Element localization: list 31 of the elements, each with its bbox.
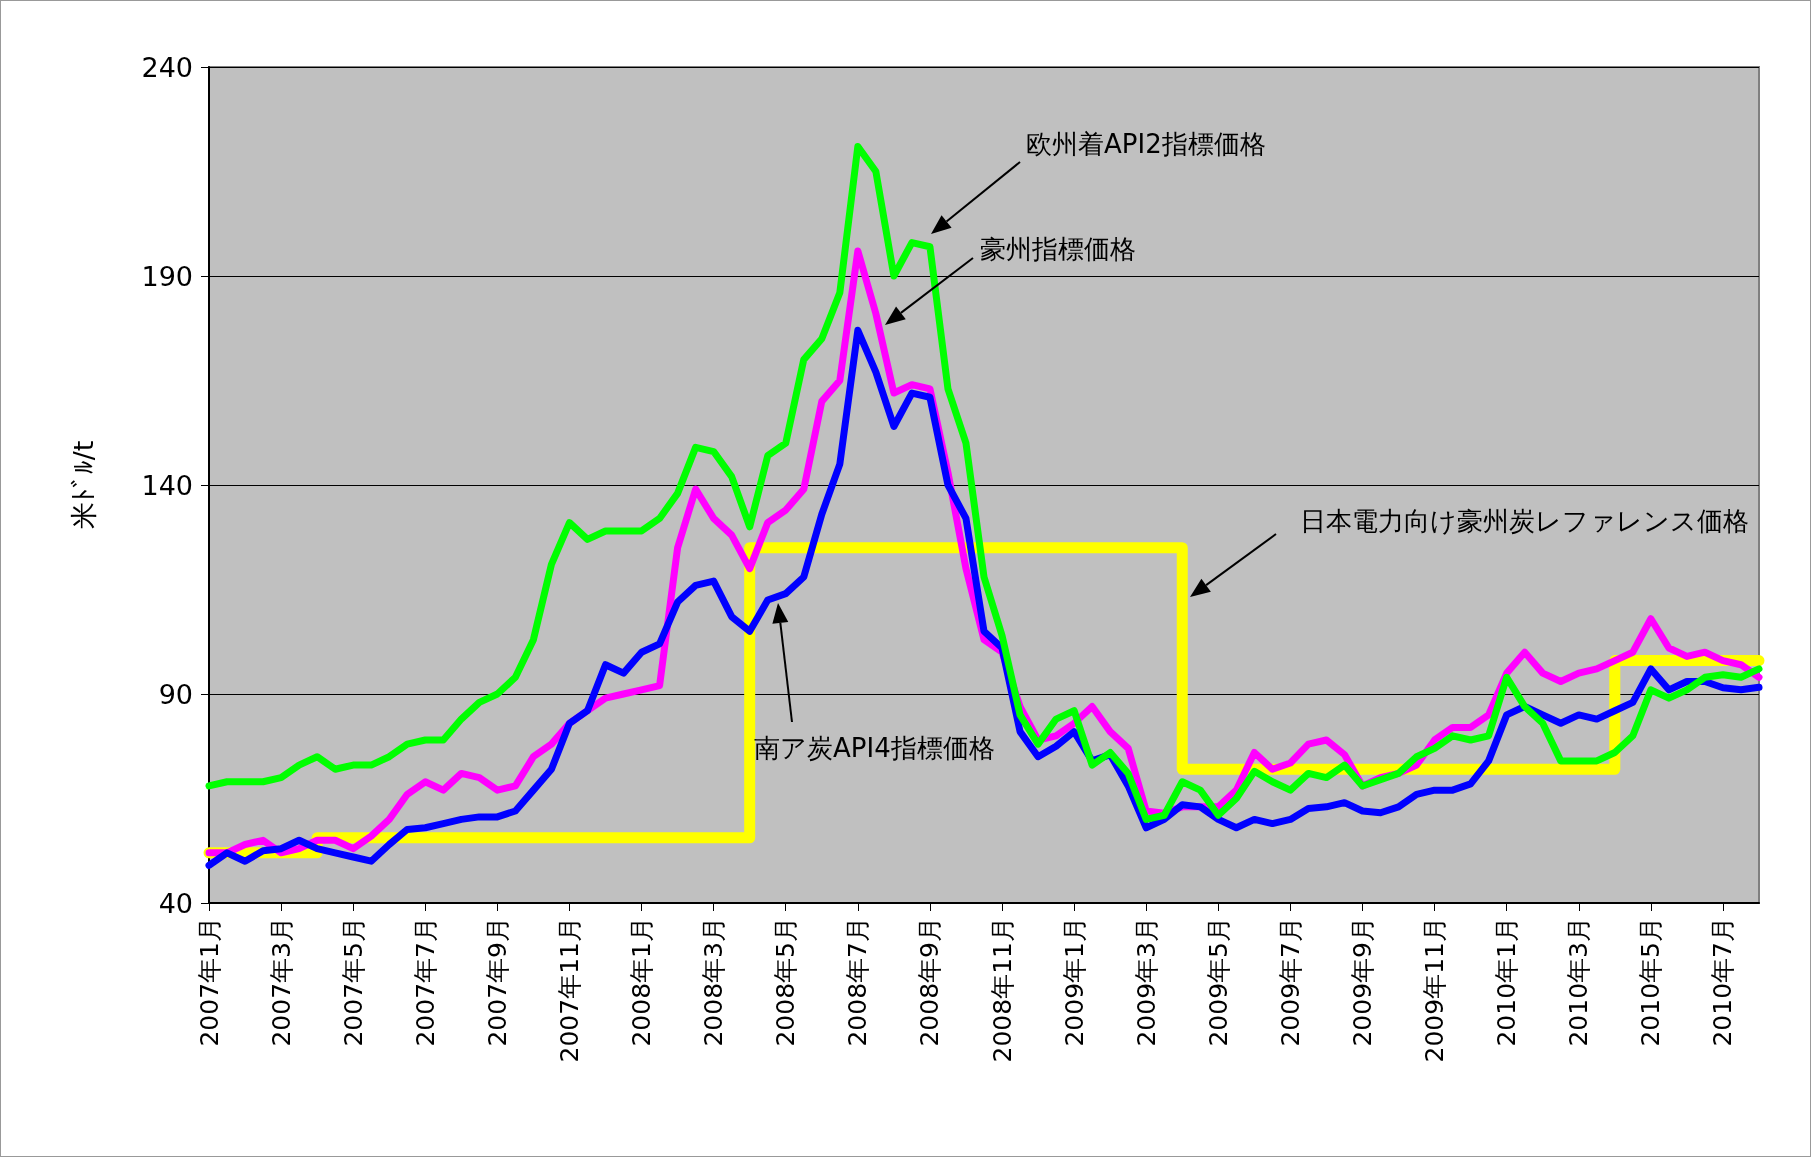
x-tick-label: 2008年3月 — [699, 917, 729, 1047]
y-tick-label: 140 — [141, 469, 193, 501]
x-tick-label: 2010年3月 — [1564, 917, 1594, 1047]
x-tick-label: 2008年7月 — [843, 917, 873, 1047]
x-tick-label: 2010年5月 — [1636, 917, 1666, 1047]
x-tick-label: 2007年11月 — [554, 917, 584, 1063]
x-tick-label: 2008年11月 — [987, 917, 1017, 1063]
annotation: 欧州着API2指標価格 — [1026, 129, 1266, 159]
x-tick-label: 2009年5月 — [1203, 917, 1233, 1047]
x-tick-label: 2009年11月 — [1420, 917, 1450, 1063]
y-tick-label: 240 — [141, 51, 193, 83]
y-tick-label: 40 — [158, 887, 193, 919]
x-tick-label: 2009年9月 — [1347, 917, 1377, 1047]
annotation: 豪州指標価格 — [980, 234, 1136, 264]
x-tick-label: 2009年7月 — [1275, 917, 1305, 1047]
x-tick-label: 2009年1月 — [1059, 917, 1089, 1047]
x-tick-label: 2010年7月 — [1708, 917, 1738, 1047]
x-tick-label: 2007年5月 — [338, 917, 368, 1047]
y-axis-title: 米ﾄﾞﾙ/t — [68, 440, 99, 530]
x-tick-label: 2008年5月 — [771, 917, 801, 1047]
x-tick-label: 2007年3月 — [266, 917, 296, 1047]
x-tick-label: 2007年1月 — [194, 917, 224, 1047]
x-tick-label: 2008年1月 — [627, 917, 657, 1047]
x-tick-label: 2007年7月 — [410, 917, 440, 1047]
y-tick-label: 190 — [141, 260, 193, 292]
annotation: 日本電力向け豪州炭レファレンス価格 — [1300, 506, 1749, 536]
x-tick-label: 2008年9月 — [915, 917, 945, 1047]
y-tick-label: 90 — [158, 678, 193, 710]
x-tick-label: 2007年9月 — [482, 917, 512, 1047]
x-tick-label: 2009年3月 — [1131, 917, 1161, 1047]
x-tick-label: 2010年1月 — [1492, 917, 1522, 1047]
